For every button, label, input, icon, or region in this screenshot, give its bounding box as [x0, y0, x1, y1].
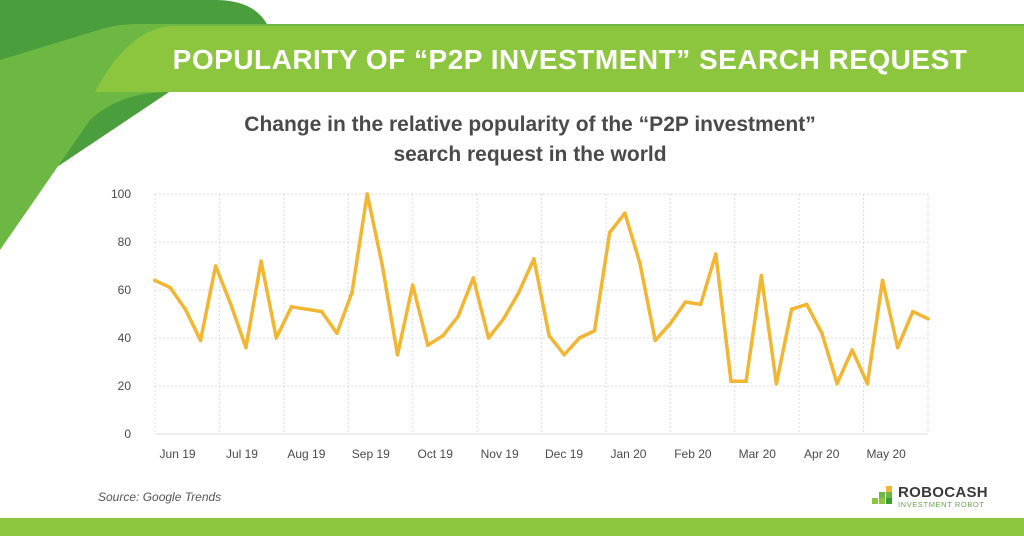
- x-tick-label: May 20: [866, 447, 906, 461]
- data-point: [789, 307, 794, 312]
- x-tick-label: Aug 19: [287, 447, 325, 461]
- data-point: [607, 230, 612, 235]
- source-note: Source: Google Trends: [98, 490, 222, 504]
- data-point: [198, 338, 203, 343]
- data-point: [865, 381, 870, 386]
- x-tick-label: Nov 19: [481, 447, 519, 461]
- data-point: [441, 333, 445, 338]
- data-point: [456, 314, 460, 319]
- y-tick-label: 60: [118, 283, 132, 297]
- data-point: [623, 211, 627, 215]
- data-point: [274, 336, 279, 340]
- data-point: [244, 345, 248, 350]
- data-point: [562, 353, 567, 357]
- logo-mark-icon: [872, 486, 892, 504]
- data-point: [744, 379, 748, 384]
- data-point: [183, 307, 188, 312]
- data-point: [350, 290, 354, 295]
- data-point: [804, 302, 809, 307]
- y-tick-label: 80: [118, 235, 132, 249]
- data-point: [304, 307, 309, 312]
- data-point: [168, 285, 172, 290]
- subtitle-line-2: search request in the world: [393, 143, 667, 166]
- x-tick-label: Jan 20: [610, 447, 646, 461]
- x-tick-label: Apr 20: [804, 447, 840, 461]
- data-point: [850, 348, 855, 352]
- x-tick-label: Oct 19: [418, 447, 454, 461]
- data-point: [410, 283, 415, 288]
- data-point: [532, 257, 536, 261]
- data-point: [759, 273, 764, 278]
- chart-subtitle: Change in the relative popularity of the…: [180, 110, 880, 170]
- data-point: [395, 353, 400, 357]
- logo-name: ROBOCASH: [898, 484, 988, 501]
- data-point: [835, 381, 839, 386]
- y-tick-label: 40: [118, 331, 132, 345]
- y-tick-label: 100: [111, 187, 131, 201]
- data-point: [426, 343, 430, 348]
- logo-tagline: INVESTMENT ROBOT: [898, 500, 985, 509]
- series-line: [153, 192, 930, 386]
- x-tick-label: Dec 19: [545, 447, 583, 461]
- data-point: [289, 305, 294, 309]
- x-tick-label: Mar 20: [739, 447, 777, 461]
- data-point: [820, 331, 824, 336]
- x-tick-label: Feb 20: [674, 447, 712, 461]
- subtitle-line-1: Change in the relative popularity of the…: [244, 113, 816, 136]
- data-point: [380, 264, 385, 268]
- data-point: [153, 278, 157, 283]
- data-point: [228, 302, 233, 307]
- data-point: [880, 278, 885, 283]
- data-point: [592, 329, 597, 333]
- data-point: [471, 276, 476, 280]
- data-point: [895, 345, 900, 350]
- data-point: [774, 381, 779, 386]
- data-point: [335, 331, 339, 336]
- y-tick-label: 0: [124, 427, 131, 441]
- data-point: [668, 321, 673, 326]
- data-point: [516, 290, 521, 295]
- x-tick-label: Jun 19: [160, 447, 196, 461]
- data-point: [365, 192, 369, 196]
- banner-title: POPULARITY OF “P2P INVESTMENT” SEARCH RE…: [172, 44, 968, 75]
- data-point: [547, 333, 551, 338]
- y-tick-label: 20: [118, 379, 132, 393]
- data-point: [926, 317, 930, 321]
- robocash-logo: ROBOCASH INVESTMENT ROBOT: [872, 484, 1002, 510]
- data-point: [911, 309, 915, 314]
- data-point: [729, 379, 733, 384]
- data-point: [213, 264, 218, 268]
- data-point: [698, 302, 703, 307]
- x-tick-label: Jul 19: [226, 447, 258, 461]
- title-banner: [95, 26, 1024, 92]
- data-point: [319, 309, 324, 314]
- x-tick-label: Sep 19: [352, 447, 390, 461]
- data-point: [653, 338, 657, 343]
- data-point: [638, 261, 642, 266]
- data-point: [501, 317, 506, 321]
- data-point: [577, 336, 582, 340]
- data-point: [683, 300, 688, 304]
- data-point: [259, 259, 263, 264]
- data-point: [714, 252, 718, 256]
- data-point: [486, 336, 491, 340]
- bottom-bar: [0, 518, 1024, 536]
